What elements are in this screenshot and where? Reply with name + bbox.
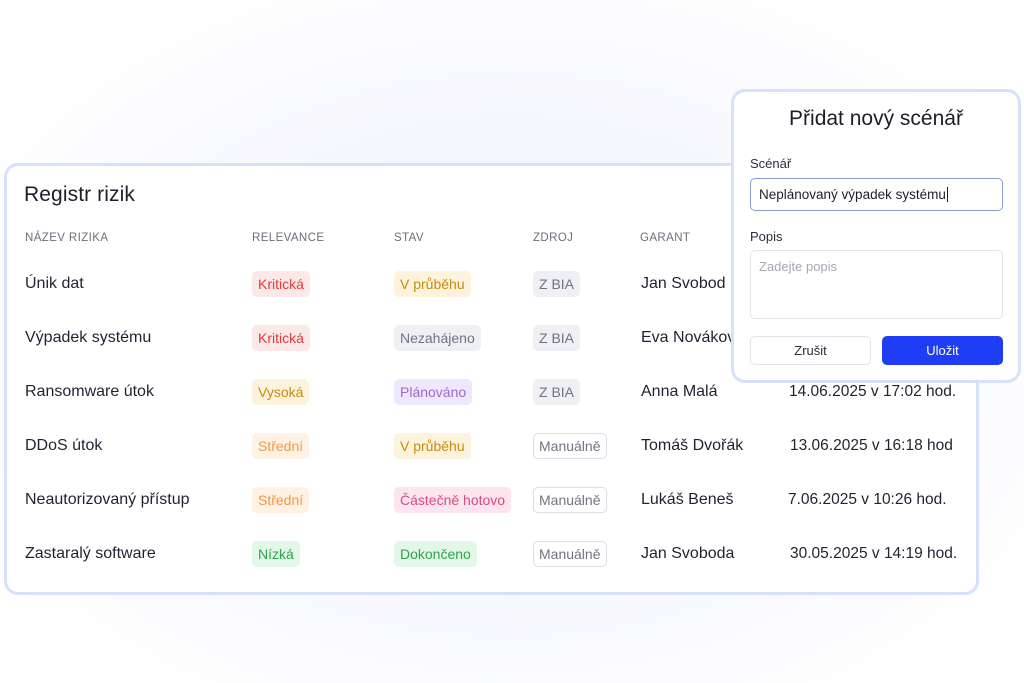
text-caret xyxy=(946,187,948,202)
updated-date: 30.05.2025 v 14:19 hod. xyxy=(790,545,958,562)
status-badge: Dokončeno xyxy=(394,541,477,567)
owner-name: Tomáš Dvořák xyxy=(641,437,744,454)
scenario-input-value: Neplánovaný výpadek systému xyxy=(759,187,946,202)
status-badge: V průběhu xyxy=(394,433,471,459)
source-badge: Z BIA xyxy=(533,325,581,351)
source-badge: Z BIA xyxy=(533,271,581,297)
table-row[interactable]: Ransomware útok Vysoká Plánováno Z BIA A… xyxy=(7,372,976,412)
owner-name: Eva Novákov xyxy=(641,329,736,346)
status-badge: Nezahájeno xyxy=(394,325,481,351)
scenario-label: Scénář xyxy=(750,156,792,171)
risk-name: DDoS útok xyxy=(25,437,103,454)
source-badge: Manuálně xyxy=(533,487,607,513)
risk-name: Únik dat xyxy=(25,275,84,292)
table-row[interactable]: Výpadek systému Kritická Nezahájeno Z BI… xyxy=(7,318,976,358)
relevance-badge: Nízká xyxy=(252,541,300,567)
scenario-input[interactable]: Neplánovaný výpadek systému xyxy=(750,178,1003,211)
updated-date: 7.06.2025 v 10:26 hod. xyxy=(788,491,947,508)
risk-name: Ransomware útok xyxy=(25,383,154,400)
updated-date: 14.06.2025 v 17:02 hod. xyxy=(789,383,957,400)
source-badge: Z BIA xyxy=(533,379,581,405)
status-badge: Částečně hotovo xyxy=(394,487,512,513)
table-row[interactable]: DDoS útok Střední V průběhu Manuálně Tom… xyxy=(7,426,976,466)
description-label: Popis xyxy=(750,229,783,244)
status-badge: Plánováno xyxy=(394,379,473,405)
owner-name: Lukáš Beneš xyxy=(641,491,734,508)
column-header-source[interactable]: ZDROJ xyxy=(533,232,574,244)
relevance-badge: Kritická xyxy=(252,271,310,297)
cancel-button[interactable]: Zrušit xyxy=(750,336,871,365)
table-row[interactable]: Neautorizovaný přístup Střední Částečně … xyxy=(7,480,976,520)
dialog-title: Přidat nový scénář xyxy=(789,107,963,130)
table-row[interactable]: Zastaralý software Nízká Dokončeno Manuá… xyxy=(7,534,976,574)
relevance-badge: Střední xyxy=(252,487,310,513)
owner-name: Jan Svoboda xyxy=(641,545,735,562)
relevance-badge: Vysoká xyxy=(252,379,310,405)
column-header-name[interactable]: NÁZEV RIZIKA xyxy=(25,232,109,244)
risk-name: Výpadek systému xyxy=(25,329,152,346)
updated-date: 13.06.2025 v 16:18 hod xyxy=(790,437,953,454)
relevance-badge: Kritická xyxy=(252,325,310,351)
add-scenario-dialog: Přidat nový scénář Scénář Neplánovaný vý… xyxy=(731,89,1021,383)
column-header-owner[interactable]: GARANT xyxy=(640,232,691,244)
relevance-badge: Střední xyxy=(252,433,310,459)
save-button[interactable]: Uložit xyxy=(882,336,1003,365)
page-title: Registr rizik xyxy=(24,183,135,206)
owner-name: Jan Svobod xyxy=(641,275,726,292)
risk-name: Neautorizovaný přístup xyxy=(25,491,190,508)
description-textarea[interactable]: Zadejte popis xyxy=(750,250,1003,319)
risk-name: Zastaralý software xyxy=(25,545,156,562)
owner-name: Anna Malá xyxy=(641,383,718,400)
status-badge: V průběhu xyxy=(394,271,471,297)
table-row[interactable]: Únik dat Kritická V průběhu Z BIA Jan Sv… xyxy=(7,264,976,304)
column-header-status[interactable]: STAV xyxy=(394,232,424,244)
source-badge: Manuálně xyxy=(533,541,607,567)
source-badge: Manuálně xyxy=(533,433,607,459)
column-header-relevance[interactable]: RELEVANCE xyxy=(252,232,325,244)
